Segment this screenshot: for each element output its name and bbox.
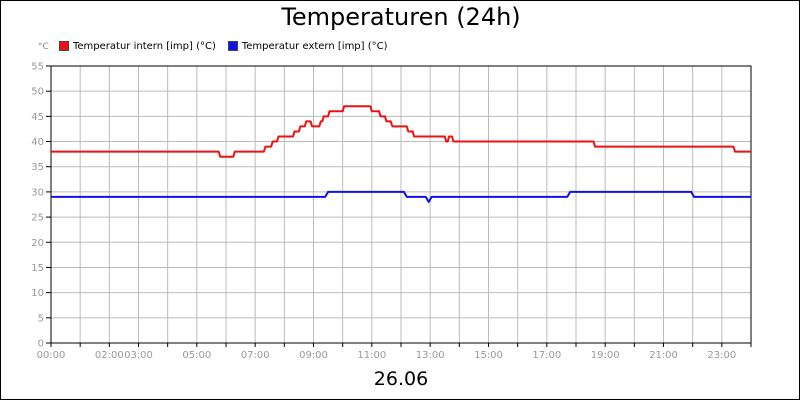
y-tick-label: 45 xyxy=(31,112,44,123)
y-tick-label: 40 xyxy=(31,137,44,148)
series-line-extern xyxy=(51,190,751,203)
legend-item-extern: Temperatur extern [imp] (°C) xyxy=(227,40,388,52)
y-tick-label: 0 xyxy=(38,339,44,350)
legend-item-intern: Temperatur intern [imp] (°C) xyxy=(59,41,216,52)
legend-swatch-extern xyxy=(227,41,238,51)
y-tick-label: 55 xyxy=(31,62,44,73)
legend-label-intern: Temperatur intern [imp] (°C) xyxy=(73,40,216,52)
x-tick-label: 19:00 xyxy=(591,350,620,361)
y-tick-label: 10 xyxy=(31,288,44,299)
x-tick-label: 17:00 xyxy=(532,350,561,361)
y-tick-label: 5 xyxy=(38,313,44,324)
chart-title: Temperaturen (24h) xyxy=(281,3,521,31)
y-tick-label: 20 xyxy=(31,238,44,249)
x-tick-label: 11:00 xyxy=(357,350,386,361)
y-tick-label: 50 xyxy=(31,87,44,98)
x-tick-label: 13:00 xyxy=(416,350,445,361)
x-tick-label: 03:00 xyxy=(124,350,153,361)
y-tick-label: 25 xyxy=(31,213,44,224)
x-tick-label: 00:00 xyxy=(37,350,66,361)
x-tick-label: 09:00 xyxy=(299,350,328,361)
x-tick-label: 15:00 xyxy=(474,350,503,361)
plot-area-border xyxy=(50,65,752,344)
x-tick-label: 05:00 xyxy=(182,350,211,361)
x-tick-label: 21:00 xyxy=(649,350,678,361)
x-tick-label: 02:00 xyxy=(95,350,124,361)
date-label: 26.06 xyxy=(373,368,429,390)
legend-label-extern: Temperatur extern [imp] (°C) xyxy=(241,40,388,52)
y-tick-label: 30 xyxy=(31,187,44,198)
x-tick-label: 23:00 xyxy=(707,350,736,361)
series-line-intern xyxy=(51,105,751,158)
y-tick-label: 35 xyxy=(31,162,44,173)
y-tick-label: 15 xyxy=(31,263,44,274)
legend: Temperatur intern [imp] (°C) Temperatur … xyxy=(59,39,388,53)
legend-swatch-intern xyxy=(59,41,69,51)
x-tick-label: 07:00 xyxy=(241,350,270,361)
y-axis-unit: °C xyxy=(38,42,49,52)
